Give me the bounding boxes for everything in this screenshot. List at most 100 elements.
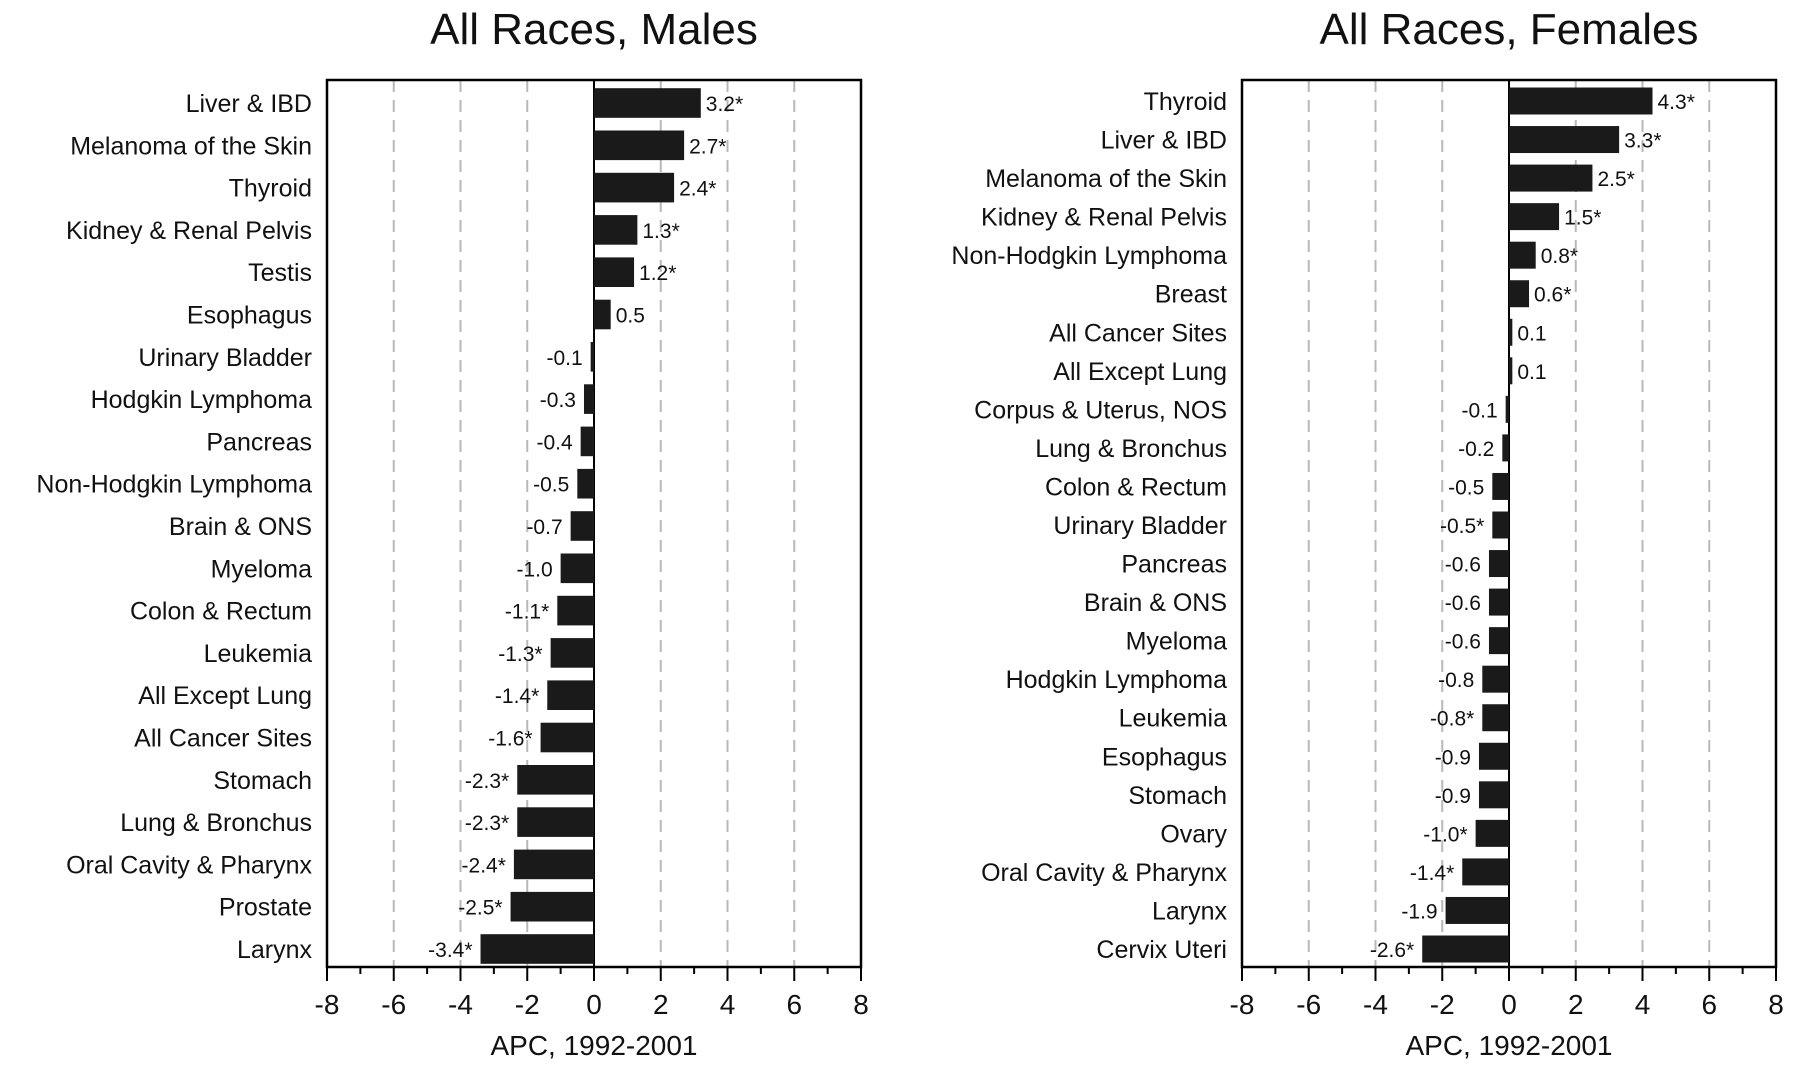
chart-1-bar bbox=[540, 722, 594, 753]
chart-2-category-label: Esophagus bbox=[1102, 743, 1227, 771]
chart-2-category-label: Stomach bbox=[1128, 782, 1227, 810]
chart-2-value-label: -1.0* bbox=[1423, 823, 1467, 846]
chart-1-bar bbox=[517, 807, 594, 837]
chart-1-value-label: -0.7 bbox=[526, 516, 562, 539]
chart-2-category-label: Pancreas bbox=[1121, 551, 1227, 579]
chart-2-value-label: -0.9 bbox=[1435, 785, 1471, 808]
chart-2-x-tick-label: -6 bbox=[1296, 989, 1321, 1020]
chart-1-x-tick-label: -4 bbox=[448, 989, 473, 1020]
chart-1-category-label: Esophagus bbox=[187, 302, 312, 330]
chart-1-category-label: Prostate bbox=[219, 894, 312, 922]
chart-1-category-label: Pancreas bbox=[206, 428, 312, 456]
chart-1-bar bbox=[550, 638, 594, 668]
chart-2-bar bbox=[1509, 241, 1536, 269]
chart-2-bar bbox=[1492, 472, 1509, 500]
chart-1-value-label: 3.2* bbox=[706, 93, 743, 116]
chart-2-category-label: Brain & ONS bbox=[1084, 589, 1227, 617]
chart-2-value-label: 0.1 bbox=[1517, 361, 1546, 384]
chart-2-bar bbox=[1502, 434, 1509, 462]
chart-1-x-tick-label: 0 bbox=[586, 989, 602, 1020]
chart-1-value-label: -0.4 bbox=[536, 431, 573, 454]
chart-2-bar bbox=[1509, 126, 1620, 154]
chart-2-category-label: Lung & Bronchus bbox=[1035, 435, 1227, 463]
chart-1-x-axis-label: APC, 1992-2001 bbox=[490, 1030, 697, 1061]
chart-2-category-label: Breast bbox=[1155, 281, 1227, 309]
chart-1-value-label: -2.3* bbox=[465, 770, 509, 793]
chart-1-value-label: -2.4* bbox=[462, 854, 506, 877]
chart-2-value-label: -0.5* bbox=[1440, 515, 1484, 538]
chart-1-category-label: Leukemia bbox=[204, 640, 312, 668]
chart-1-bar bbox=[594, 172, 675, 203]
chart-2-value-label: -2.6* bbox=[1370, 939, 1414, 962]
chart-2-value-label: -0.8* bbox=[1430, 708, 1474, 731]
chart-2-title: All Races, Females bbox=[1319, 5, 1698, 54]
chart-1-bar bbox=[557, 595, 594, 626]
chart-1-bar bbox=[594, 257, 635, 288]
chart-1-bar bbox=[517, 764, 594, 795]
chart-1-bar bbox=[480, 934, 594, 964]
chart-2-x-tick-label: 0 bbox=[1501, 989, 1517, 1020]
chart-1-x-tick-label: 8 bbox=[853, 989, 869, 1020]
chart-2-value-label: -1.9 bbox=[1401, 900, 1437, 923]
chart-1-x-tick-label: -2 bbox=[515, 989, 540, 1020]
chart-2-value-label: -0.1 bbox=[1461, 399, 1497, 422]
chart-1-value-label: -1.4* bbox=[495, 685, 539, 708]
chart-1-category-label: Non-Hodgkin Lymphoma bbox=[36, 471, 312, 499]
chart-1-category-label: Myeloma bbox=[211, 555, 313, 583]
chart-2-category-label: Leukemia bbox=[1119, 705, 1227, 733]
chart-1-category-label: Brain & ONS bbox=[169, 513, 312, 541]
chart-2-bar bbox=[1422, 935, 1509, 963]
chart-2-value-label: 0.1 bbox=[1517, 322, 1546, 345]
chart-1-category-label: Melanoma of the Skin bbox=[70, 132, 312, 160]
chart-1-value-label: -1.1* bbox=[505, 601, 549, 624]
chart-1-x-tick-label: 4 bbox=[720, 989, 736, 1020]
chart-2-value-label: -0.6 bbox=[1445, 554, 1481, 577]
chart-2-category-label: All Except Lung bbox=[1053, 358, 1227, 386]
chart-2-bar bbox=[1509, 318, 1513, 346]
chart-2-bar bbox=[1509, 164, 1593, 192]
chart-2-value-label: -0.2 bbox=[1458, 438, 1494, 461]
chart-1-value-label: -2.3* bbox=[465, 812, 509, 835]
chart-1-value-label: 0.5 bbox=[616, 305, 645, 328]
chart-1-bar bbox=[580, 426, 594, 457]
chart-2-bar bbox=[1488, 627, 1509, 655]
chart-2-bar bbox=[1478, 742, 1509, 770]
chart-2-bar bbox=[1492, 511, 1509, 539]
chart-1-category-label: Testis bbox=[248, 259, 312, 287]
chart-2-value-label: -0.6 bbox=[1445, 592, 1481, 615]
chart-1-bar bbox=[594, 130, 685, 161]
chart-1-bar bbox=[594, 215, 638, 245]
chart-2-bar bbox=[1509, 87, 1653, 115]
chart-2-bar bbox=[1509, 357, 1513, 385]
chart-2-bar bbox=[1478, 781, 1509, 809]
chart-1-bar bbox=[577, 468, 594, 499]
chart-2-value-label: -0.6 bbox=[1445, 631, 1481, 654]
chart-1-x-tick-label: 6 bbox=[786, 989, 802, 1020]
chart-2-value-label: -0.9 bbox=[1435, 746, 1471, 769]
chart-1-category-label: Colon & Rectum bbox=[130, 598, 312, 626]
chart-2-x-tick-label: 2 bbox=[1568, 989, 1584, 1020]
chart-1-category-label: Lung & Bronchus bbox=[120, 809, 312, 837]
chart-1-category-label: Hodgkin Lymphoma bbox=[91, 386, 313, 414]
chart-2-category-label: Colon & Rectum bbox=[1045, 473, 1227, 501]
chart-1-category-label: All Cancer Sites bbox=[134, 725, 312, 753]
chart-2-category-label: Myeloma bbox=[1126, 628, 1228, 656]
chart-2-category-label: Liver & IBD bbox=[1101, 127, 1227, 155]
chart-1-value-label: 2.7* bbox=[689, 135, 726, 158]
chart-1-bar bbox=[570, 511, 594, 541]
chart-2-value-label: -0.5 bbox=[1448, 476, 1484, 499]
chart-1-value-label: -2.5* bbox=[458, 897, 502, 920]
chart-2-bar bbox=[1475, 819, 1509, 847]
chart-1-x-tick-label: -8 bbox=[315, 989, 340, 1020]
chart-1-value-label: 1.2* bbox=[639, 262, 676, 285]
chart-2-value-label: 3.3* bbox=[1624, 130, 1661, 153]
chart-2-value-label: 0.8* bbox=[1541, 245, 1578, 268]
chart-2-bar bbox=[1488, 588, 1509, 616]
chart-2-category-label: Thyroid bbox=[1144, 88, 1227, 116]
chart-1-bar bbox=[560, 553, 594, 584]
chart-1-bar bbox=[513, 849, 594, 880]
chart-1-category-label: Stomach bbox=[213, 767, 312, 795]
chart-1-bar bbox=[547, 680, 594, 711]
chart-2-category-label: Larynx bbox=[1152, 897, 1228, 925]
